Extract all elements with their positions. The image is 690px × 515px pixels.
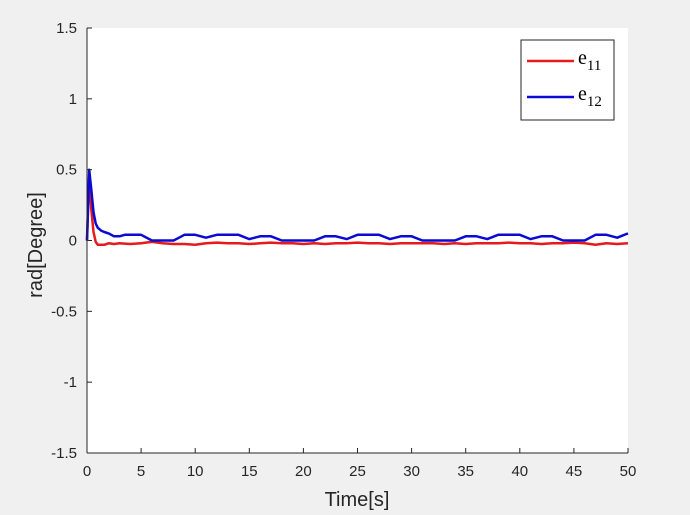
legend: e11 e12 xyxy=(520,39,615,121)
x-tick-label: 50 xyxy=(620,463,637,480)
x-tick-label: 10 xyxy=(187,463,204,480)
x-tick-label: 20 xyxy=(295,463,312,480)
y-tick-label: 0 xyxy=(69,233,77,250)
x-tick-label: 15 xyxy=(241,463,258,480)
y-tick-label: 1.5 xyxy=(56,20,77,37)
y-ticks: 1.5 1 0.5 0 -0.5 -1 -1.5 xyxy=(51,20,92,462)
series-line-e11 xyxy=(85,175,629,247)
legend-box xyxy=(520,39,615,121)
x-tick-label: 25 xyxy=(349,463,366,480)
y-tick-label: -1 xyxy=(64,374,77,391)
x-axis-label: Time[s] xyxy=(325,489,390,510)
series-line-e12 xyxy=(85,168,629,242)
y-tick-label: -1.5 xyxy=(51,445,77,462)
x-tick-label: 30 xyxy=(403,463,420,480)
x-tick-label: 0 xyxy=(83,463,91,480)
x-tick-label: 45 xyxy=(566,463,583,480)
series-layer xyxy=(85,168,629,247)
y-tick-label: 1 xyxy=(69,91,77,108)
y-tick-label: 0.5 xyxy=(56,162,77,179)
x-tick-label: 5 xyxy=(137,463,145,480)
legend-label-e11: e11 xyxy=(578,47,601,74)
legend-label-e12: e12 xyxy=(578,83,602,110)
x-ticks: 0 5 10 15 20 25 30 35 40 45 50 xyxy=(83,448,637,480)
y-axis-label: rad[Degree] xyxy=(25,192,47,298)
x-tick-label: 35 xyxy=(457,463,474,480)
y-tick-label: -0.5 xyxy=(51,303,77,320)
x-tick-label: 40 xyxy=(511,463,528,480)
